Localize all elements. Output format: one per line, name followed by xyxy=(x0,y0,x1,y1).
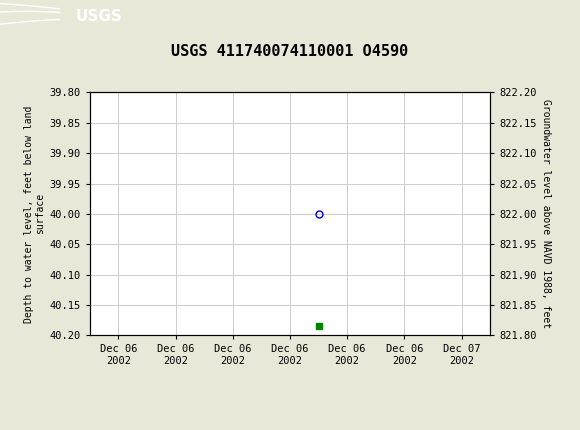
Y-axis label: Depth to water level, feet below land
surface: Depth to water level, feet below land su… xyxy=(24,105,45,322)
Y-axis label: Groundwater level above NAVD 1988, feet: Groundwater level above NAVD 1988, feet xyxy=(541,99,551,329)
Text: USGS: USGS xyxy=(75,9,122,24)
Text: USGS 411740074110001 O4590: USGS 411740074110001 O4590 xyxy=(171,44,409,59)
